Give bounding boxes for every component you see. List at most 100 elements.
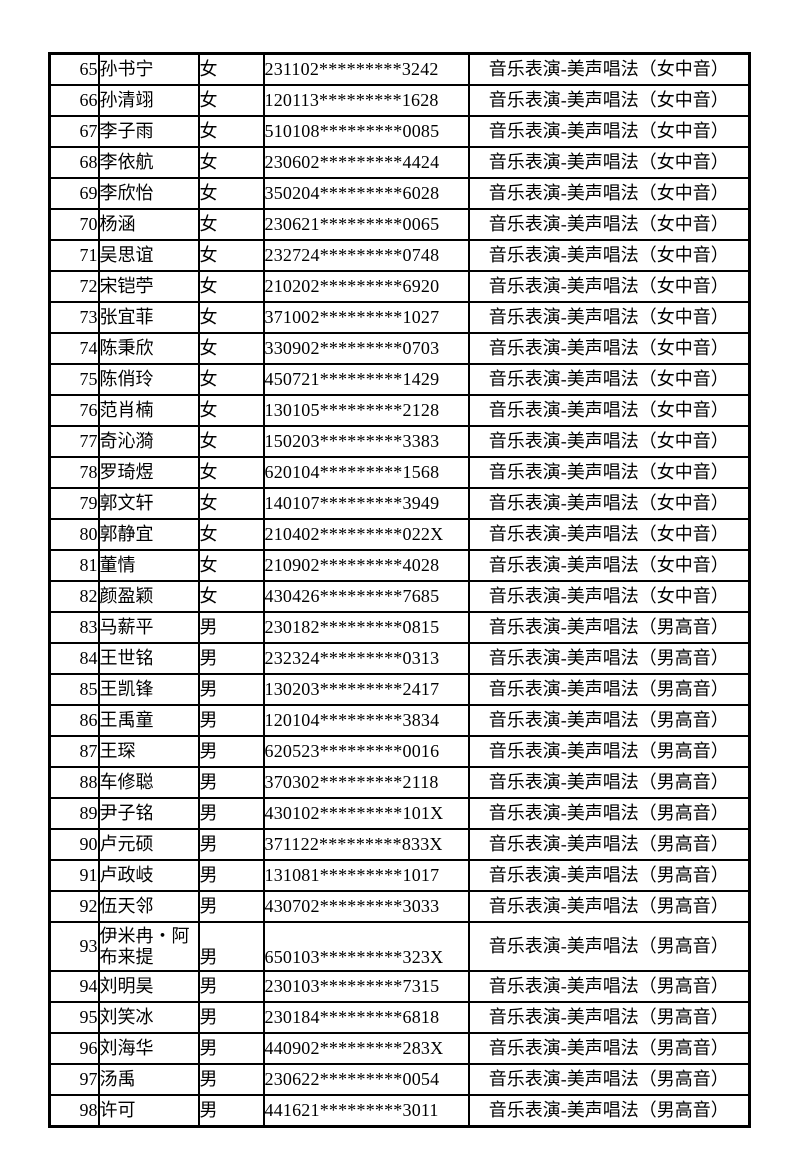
table-row: 91 卢政岐 男 131081*********1017 音乐表演-美声唱法（男… — [48, 859, 751, 892]
candidate-name: 宋铠苧 — [97, 270, 200, 303]
id-number: 230602*********4424 — [262, 146, 470, 179]
row-number: 65 — [48, 52, 100, 86]
gender-value: 女 — [197, 487, 265, 520]
row-number: 96 — [48, 1032, 100, 1065]
major-label: 音乐表演-美声唱法（女中音） — [467, 84, 751, 117]
gender-value: 女 — [197, 270, 265, 303]
row-number: 80 — [48, 518, 100, 551]
major-label: 音乐表演-美声唱法（女中音） — [467, 146, 751, 179]
table-row: 65 孙书宁 女 231102*********3242 音乐表演-美声唱法（女… — [48, 52, 751, 86]
candidate-name: 郭静宜 — [97, 518, 200, 551]
major-label: 音乐表演-美声唱法（女中音） — [467, 301, 751, 334]
candidate-name: 杨涵 — [97, 208, 200, 241]
candidate-name: 刘明昊 — [97, 970, 200, 1003]
table-row: 74 陈秉欣 女 330902*********0703 音乐表演-美声唱法（女… — [48, 332, 751, 365]
id-number: 131081*********1017 — [262, 859, 470, 892]
row-number: 94 — [48, 970, 100, 1003]
row-number: 78 — [48, 456, 100, 489]
gender-value: 女 — [197, 363, 265, 396]
table-row: 66 孙清翊 女 120113*********1628 音乐表演-美声唱法（女… — [48, 84, 751, 117]
candidate-name: 王琛 — [97, 735, 200, 768]
id-number: 150203*********3383 — [262, 425, 470, 458]
major-label: 音乐表演-美声唱法（男高音） — [467, 704, 751, 737]
major-label: 音乐表演-美声唱法（女中音） — [467, 518, 751, 551]
gender-value: 男 — [197, 1001, 265, 1034]
gender-value: 男 — [197, 766, 265, 799]
table-row: 85 王凯锋 男 130203*********2417 音乐表演-美声唱法（男… — [48, 673, 751, 706]
major-label: 音乐表演-美声唱法（男高音） — [467, 611, 751, 644]
row-number: 98 — [48, 1094, 100, 1128]
id-number: 210902*********4028 — [262, 549, 470, 582]
major-label: 音乐表演-美声唱法（男高音） — [467, 1094, 751, 1128]
id-number: 650103*********323X — [262, 921, 470, 972]
candidate-name: 李欣怡 — [97, 177, 200, 210]
candidate-name: 车修聪 — [97, 766, 200, 799]
id-number: 441621*********3011 — [262, 1094, 470, 1128]
table-row: 81 董情 女 210902*********4028 音乐表演-美声唱法（女中… — [48, 549, 751, 582]
gender-value: 女 — [197, 332, 265, 365]
candidate-name: 卢政岐 — [97, 859, 200, 892]
major-label: 音乐表演-美声唱法（女中音） — [467, 208, 751, 241]
row-number: 86 — [48, 704, 100, 737]
major-label: 音乐表演-美声唱法（女中音） — [467, 456, 751, 489]
id-number: 620523*********0016 — [262, 735, 470, 768]
row-number: 87 — [48, 735, 100, 768]
table-row: 89 尹子铭 男 430102*********101X 音乐表演-美声唱法（男… — [48, 797, 751, 830]
id-number: 620104*********1568 — [262, 456, 470, 489]
table-row: 75 陈俏玲 女 450721*********1429 音乐表演-美声唱法（女… — [48, 363, 751, 396]
candidate-name: 范肖楠 — [97, 394, 200, 427]
table-row: 98 许可 男 441621*********3011 音乐表演-美声唱法（男高… — [48, 1094, 751, 1128]
candidate-name: 尹子铭 — [97, 797, 200, 830]
major-label: 音乐表演-美声唱法（男高音） — [467, 673, 751, 706]
gender-value: 女 — [197, 208, 265, 241]
row-number: 69 — [48, 177, 100, 210]
gender-value: 男 — [197, 921, 265, 972]
candidate-name: 陈俏玲 — [97, 363, 200, 396]
candidate-name: 孙清翊 — [97, 84, 200, 117]
row-number: 67 — [48, 115, 100, 148]
row-number: 82 — [48, 580, 100, 613]
id-number: 210202*********6920 — [262, 270, 470, 303]
id-number: 232324*********0313 — [262, 642, 470, 675]
row-number: 84 — [48, 642, 100, 675]
table-row: 90 卢元硕 男 371122*********833X 音乐表演-美声唱法（男… — [48, 828, 751, 861]
gender-value: 女 — [197, 52, 265, 86]
candidate-name: 马薪平 — [97, 611, 200, 644]
row-number: 75 — [48, 363, 100, 396]
table-row: 76 范肖楠 女 130105*********2128 音乐表演-美声唱法（女… — [48, 394, 751, 427]
candidate-name: 张宜菲 — [97, 301, 200, 334]
gender-value: 女 — [197, 456, 265, 489]
candidate-name: 陈秉欣 — [97, 332, 200, 365]
row-number: 85 — [48, 673, 100, 706]
gender-value: 男 — [197, 797, 265, 830]
id-number: 231102*********3242 — [262, 52, 470, 86]
major-label: 音乐表演-美声唱法（女中音） — [467, 580, 751, 613]
candidate-name: 颜盈颖 — [97, 580, 200, 613]
major-label: 音乐表演-美声唱法（男高音） — [467, 890, 751, 923]
table-row: 87 王琛 男 620523*********0016 音乐表演-美声唱法（男高… — [48, 735, 751, 768]
gender-value: 男 — [197, 970, 265, 1003]
row-number: 95 — [48, 1001, 100, 1034]
row-number: 93 — [48, 921, 100, 972]
major-label: 音乐表演-美声唱法（女中音） — [467, 115, 751, 148]
major-label: 音乐表演-美声唱法（女中音） — [467, 52, 751, 86]
gender-value: 男 — [197, 1094, 265, 1128]
table-row: 86 王禹童 男 120104*********3834 音乐表演-美声唱法（男… — [48, 704, 751, 737]
id-number: 230182*********0815 — [262, 611, 470, 644]
id-number: 350204*********6028 — [262, 177, 470, 210]
id-number: 370302*********2118 — [262, 766, 470, 799]
major-label: 音乐表演-美声唱法（男高音） — [467, 1063, 751, 1096]
candidate-name: 李依航 — [97, 146, 200, 179]
id-number: 230184*********6818 — [262, 1001, 470, 1034]
table-row: 78 罗琦煜 女 620104*********1568 音乐表演-美声唱法（女… — [48, 456, 751, 489]
candidate-name: 王凯锋 — [97, 673, 200, 706]
major-label: 音乐表演-美声唱法（男高音） — [467, 970, 751, 1003]
id-number: 120113*********1628 — [262, 84, 470, 117]
gender-value: 女 — [197, 518, 265, 551]
row-number: 97 — [48, 1063, 100, 1096]
id-number: 230621*********0065 — [262, 208, 470, 241]
candidate-name: 李子雨 — [97, 115, 200, 148]
candidate-name: 孙书宁 — [97, 52, 200, 86]
table-row: 67 李子雨 女 510108*********0085 音乐表演-美声唱法（女… — [48, 115, 751, 148]
table-row: 73 张宜菲 女 371002*********1027 音乐表演-美声唱法（女… — [48, 301, 751, 334]
